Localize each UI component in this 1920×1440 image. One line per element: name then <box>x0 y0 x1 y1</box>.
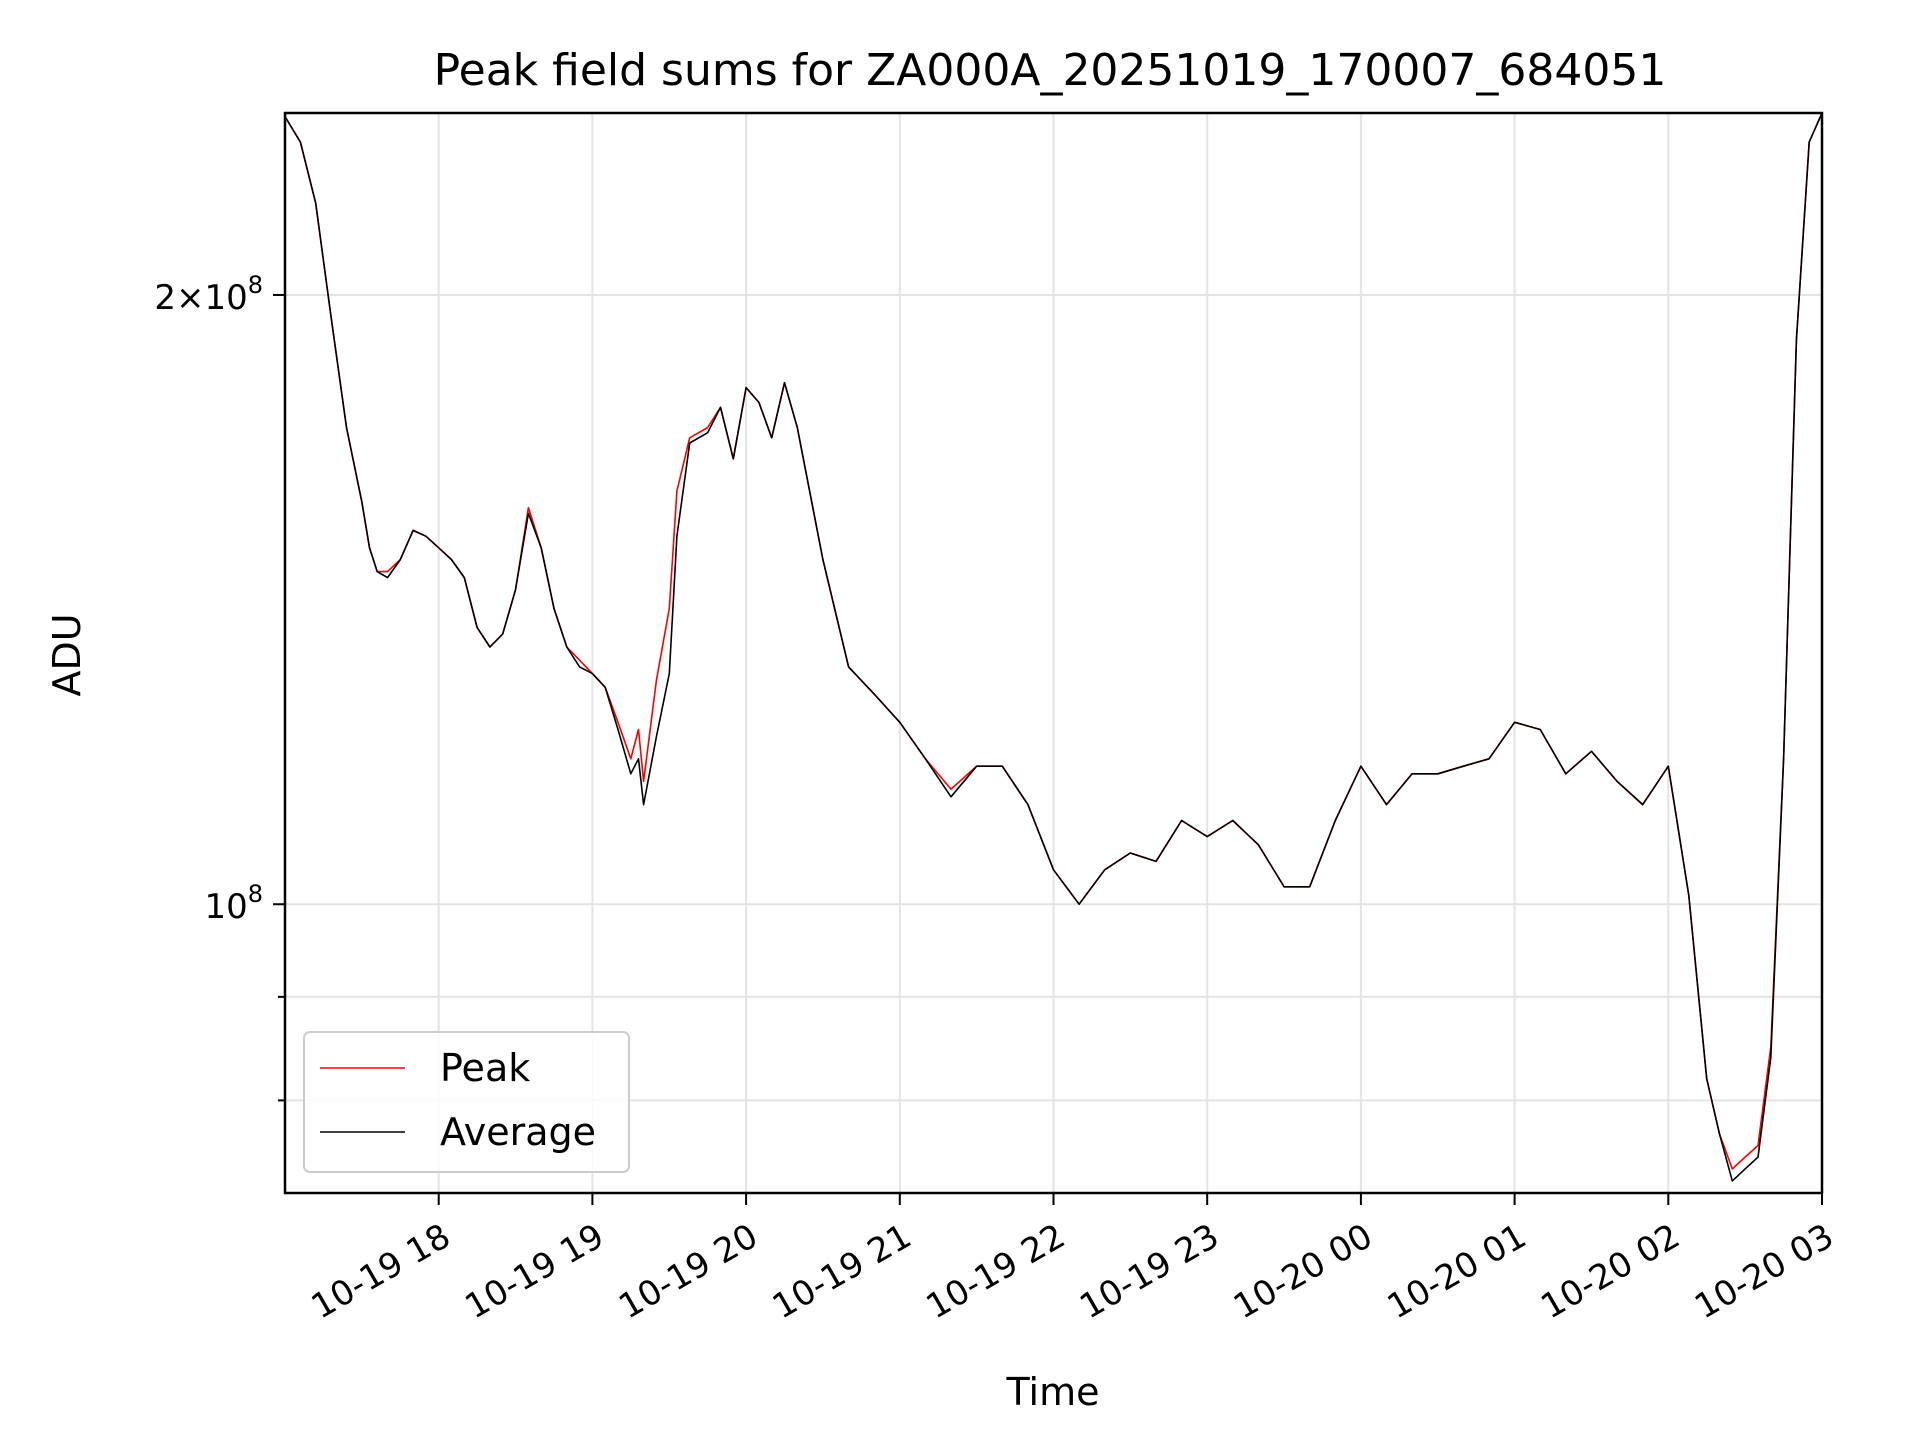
plot-area <box>284 112 1823 1182</box>
series-line-average <box>284 112 1823 1182</box>
legend: Peak Average <box>303 1031 630 1173</box>
y-axis: 108 2×108 <box>154 271 285 1102</box>
x-axis-label: Time <box>1006 1370 1100 1414</box>
y-tick-label: 108 <box>204 880 263 927</box>
y-tick-label: 2×108 <box>154 271 263 318</box>
chart-title: Peak field sums for ZA000A_20251019_1700… <box>434 45 1667 96</box>
legend-label-average: Average <box>440 1110 596 1154</box>
legend-label-peak: Peak <box>440 1046 530 1090</box>
y-axis-label: ADU <box>45 613 89 696</box>
legend-box <box>303 1031 630 1173</box>
